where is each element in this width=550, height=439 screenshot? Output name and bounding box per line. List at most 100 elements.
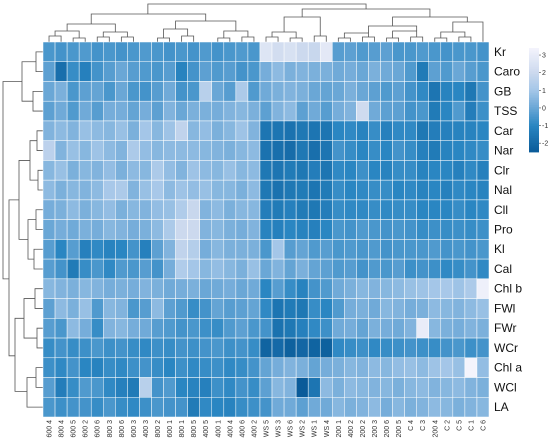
heatmap-cell xyxy=(90,41,104,62)
heatmap-cell xyxy=(115,199,128,220)
heatmap-cell xyxy=(66,278,80,299)
heatmap-cell xyxy=(356,337,369,359)
heatmap-cell xyxy=(247,357,261,378)
dendrogram-branch xyxy=(21,61,36,102)
heatmap-cell xyxy=(211,81,225,102)
heatmap-cell xyxy=(307,318,321,339)
heatmap-cell xyxy=(259,318,273,339)
heatmap-cell xyxy=(307,41,321,62)
heatmap-cell xyxy=(428,258,442,280)
heatmap-cell xyxy=(175,41,188,62)
legend-gradient-segment xyxy=(529,56,539,59)
dendrogram-branch xyxy=(313,35,327,42)
heatmap-cell xyxy=(332,397,345,418)
heatmap-cell xyxy=(464,160,478,181)
heatmap-cell xyxy=(187,100,200,122)
heatmap-cell xyxy=(392,140,405,161)
legend-gradient-segment xyxy=(529,143,539,146)
heatmap-cell xyxy=(307,337,321,359)
heatmap-cell xyxy=(356,160,369,181)
heatmap-cell xyxy=(332,278,345,299)
heatmap-cell xyxy=(271,278,285,299)
heatmap-cell xyxy=(235,199,249,220)
column-label: C 2 xyxy=(444,420,451,431)
heatmap-cell xyxy=(66,199,80,220)
heatmap-cell xyxy=(452,81,466,102)
heatmap-cell xyxy=(78,219,92,240)
heatmap-cell xyxy=(344,100,357,122)
legend-gradient-segment xyxy=(529,117,539,120)
heatmap-cell xyxy=(404,258,417,280)
heatmap-cell xyxy=(199,239,212,260)
heatmap-cell xyxy=(115,61,128,82)
heatmap-cell xyxy=(295,219,309,240)
heatmap-cell xyxy=(103,81,116,102)
dendrogram-branch xyxy=(410,36,424,42)
heatmap-cell xyxy=(452,41,466,62)
heatmap-cell xyxy=(476,258,490,280)
heatmap-cell xyxy=(319,160,333,181)
legend-tick-label: -2 xyxy=(542,141,548,148)
column-dendrogram xyxy=(48,3,484,42)
heatmap-cell xyxy=(90,397,104,418)
heatmap-cell xyxy=(151,199,164,220)
heatmap-cell xyxy=(271,160,285,181)
heatmap-cell xyxy=(404,140,417,161)
heatmap-cell xyxy=(368,337,381,359)
heatmap-cell xyxy=(428,179,442,201)
heatmap-cell xyxy=(78,81,92,102)
legend-tick-label: 1 xyxy=(542,88,546,95)
heatmap-cell xyxy=(42,337,56,359)
row-label: Caro xyxy=(494,65,520,79)
heatmap-cell xyxy=(295,298,309,319)
heatmap-cell xyxy=(332,337,345,359)
dendrogram-branch xyxy=(48,35,62,42)
heatmap-cell xyxy=(151,61,164,82)
heatmap-cell xyxy=(199,397,212,418)
heatmap-cell xyxy=(452,258,466,280)
heatmap-cell xyxy=(199,140,212,161)
heatmap-cell xyxy=(211,337,225,359)
heatmap-cell xyxy=(90,140,104,161)
heatmap-cell xyxy=(368,397,381,418)
heatmap-cell xyxy=(295,179,309,201)
heatmap-cell xyxy=(151,377,164,398)
heatmap-cell xyxy=(247,179,261,201)
legend-gradient-segment xyxy=(529,110,539,113)
heatmap-cell xyxy=(187,140,200,161)
column-label: 800 3 xyxy=(107,420,114,438)
heatmap-cell xyxy=(78,41,92,62)
heatmap-cell xyxy=(139,81,152,102)
heatmap-cell xyxy=(139,318,152,339)
heatmap-cell xyxy=(247,239,261,260)
heatmap-cell xyxy=(332,81,345,102)
heatmap-cell xyxy=(440,318,454,339)
heatmap-cell xyxy=(103,298,116,319)
heatmap-cell xyxy=(319,337,333,359)
heatmap-cell xyxy=(66,377,80,398)
heatmap-cell xyxy=(476,377,490,398)
heatmap-cell xyxy=(151,140,164,161)
heatmap-cell xyxy=(175,318,188,339)
heatmap-cell xyxy=(115,258,128,280)
heatmap-cell xyxy=(307,100,321,122)
heatmap-cell xyxy=(199,81,212,102)
heatmap-cell xyxy=(283,357,297,378)
legend-gradient-segment xyxy=(529,105,539,108)
heatmap-cell xyxy=(187,179,200,201)
column-label: C 6 xyxy=(480,420,487,431)
heatmap-cell xyxy=(199,258,212,280)
legend-gradient-segment xyxy=(529,132,539,136)
heatmap-cell xyxy=(307,298,321,319)
heatmap-cell xyxy=(199,160,212,181)
heatmap-cell xyxy=(356,258,369,280)
heatmap-cell xyxy=(66,41,80,62)
heatmap-cell xyxy=(416,179,429,201)
row-label: TSS xyxy=(494,104,517,118)
heatmap-cell xyxy=(163,41,176,62)
heatmap-cell xyxy=(271,61,285,82)
heatmap-cell xyxy=(344,41,357,62)
heatmap-cell xyxy=(42,239,56,260)
heatmap-cell xyxy=(42,377,56,398)
column-label: 200 3 xyxy=(372,420,379,438)
